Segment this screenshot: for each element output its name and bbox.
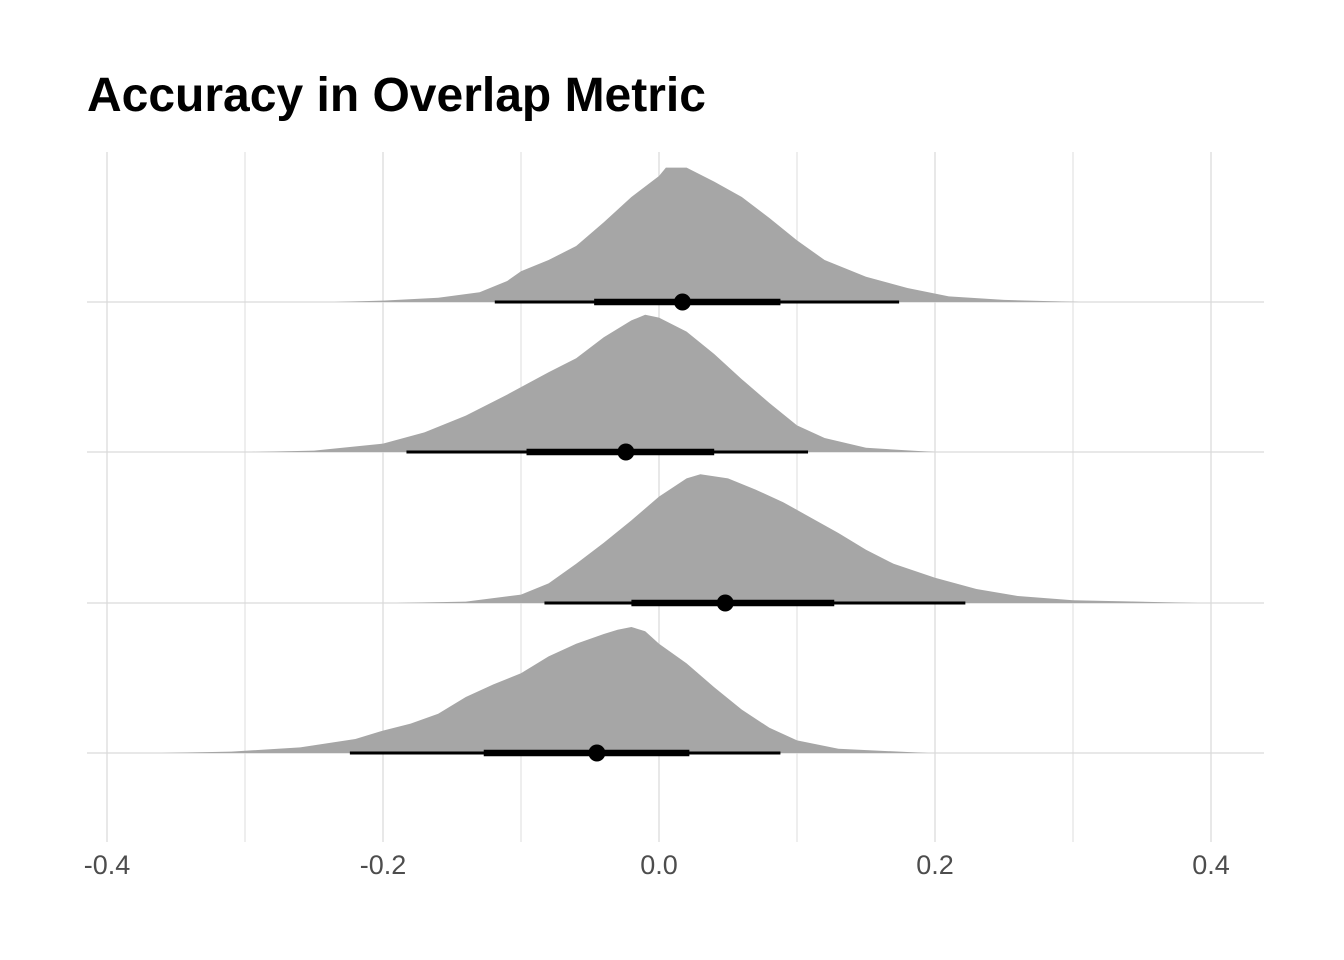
series-3 (396, 474, 1198, 612)
x-tick-label: -0.4 (84, 850, 131, 880)
density-area (251, 314, 935, 452)
x-tick-label: 0.0 (640, 850, 678, 880)
series-1 (334, 167, 1080, 311)
point-estimate (617, 443, 635, 461)
x-tick-label: 0.2 (916, 850, 954, 880)
density-area (162, 627, 929, 753)
series-2 (251, 314, 935, 461)
chart-title: Accuracy in Overlap Metric (87, 69, 706, 122)
x-tick-label: 0.4 (1192, 850, 1230, 880)
point-estimate (588, 744, 606, 762)
series-4 (162, 627, 929, 762)
density-area (396, 474, 1198, 603)
point-estimate (673, 293, 691, 311)
density-series (162, 167, 1198, 762)
point-estimate (716, 594, 734, 612)
density-area (334, 167, 1080, 302)
x-tick-label: -0.2 (360, 850, 407, 880)
x-axis-tick-labels: -0.4 -0.2 0.0 0.2 0.4 (84, 850, 1230, 880)
